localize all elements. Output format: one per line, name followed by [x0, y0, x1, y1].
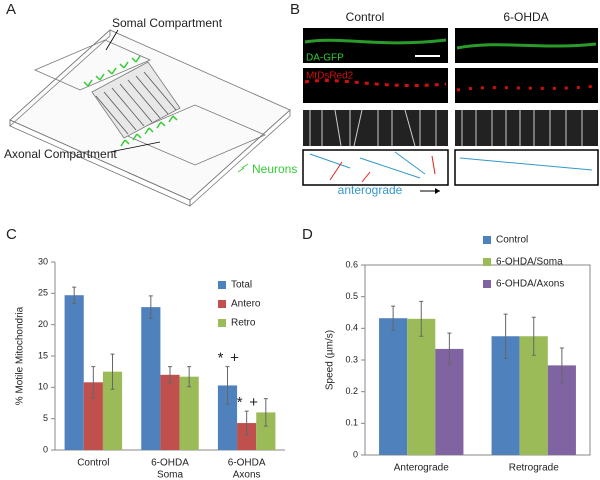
error-bar	[72, 286, 77, 304]
y-tick-label: 10	[38, 382, 48, 392]
legend-swatch	[483, 280, 491, 288]
panel-label: A	[6, 1, 16, 18]
axonal-label: Axonal Compartment	[4, 147, 117, 161]
bar	[519, 336, 548, 455]
y-tick-label: 25	[38, 288, 48, 298]
legend-swatch	[483, 258, 491, 266]
bar	[83, 382, 103, 450]
y-axis-label: % Motile Mitochondria	[15, 306, 26, 405]
error-bar	[91, 366, 96, 399]
bar	[435, 348, 464, 455]
bar	[141, 307, 161, 450]
x-tick-label: 6-OHDA	[228, 458, 266, 469]
error-bar	[168, 366, 172, 384]
y-tick-label: 0	[353, 449, 358, 459]
device-drawing	[9, 29, 291, 207]
x-tick-label: Anterograde	[394, 463, 449, 474]
bar	[64, 295, 84, 450]
bar	[217, 385, 238, 450]
y-axis-label: Speed (µm/s)	[325, 330, 336, 390]
y-tick-label: 5	[43, 413, 48, 423]
y-tick-label: 0.3	[345, 354, 358, 364]
stain-label: DA-GFP	[306, 53, 344, 64]
legend-swatch	[218, 300, 226, 308]
direction-label: anterograde	[338, 183, 403, 197]
significance-mark: +	[230, 350, 239, 367]
legend-label: Retro	[231, 318, 256, 329]
error-bar	[447, 332, 452, 366]
y-tick-label: 0	[43, 444, 48, 454]
significance-mark: *	[237, 394, 243, 411]
column-title: Control	[346, 10, 385, 24]
legend-swatch	[483, 236, 491, 244]
legend-label: 6-OHDA/Axons	[496, 279, 564, 290]
legend-swatch	[218, 319, 226, 327]
legend-label: 6-OHDA/Soma	[496, 257, 563, 268]
x-tick-label: Axons	[233, 470, 261, 480]
bar	[256, 412, 276, 450]
error-bar	[391, 305, 396, 331]
y-tick-label: 15	[38, 350, 48, 360]
panel-label: C	[6, 226, 17, 243]
error-bar	[531, 316, 536, 356]
error-bar	[503, 313, 508, 359]
x-tick-label: Retrograde	[509, 463, 559, 474]
legend-label: Control	[496, 235, 528, 246]
panel-label: B	[290, 1, 300, 18]
x-tick-label: Control	[77, 458, 109, 469]
bar	[407, 318, 436, 455]
column-title: 6-OHDA	[503, 10, 548, 24]
legend-swatch	[218, 281, 226, 289]
x-tick-label: Soma	[157, 470, 184, 480]
micrographs	[302, 28, 599, 194]
bar	[379, 318, 408, 455]
y-tick-label: 0.2	[345, 386, 358, 396]
error-bar	[110, 353, 115, 390]
y-tick-label: 30	[38, 256, 48, 266]
error-bar	[263, 398, 268, 427]
y-tick-label: 0.4	[345, 323, 358, 333]
y-tick-label: 0.1	[345, 418, 358, 428]
somal-label: Somal Compartment	[112, 16, 223, 30]
legend-label: Total	[231, 280, 252, 291]
error-bar	[419, 300, 424, 337]
y-tick-label: 0.6	[345, 259, 358, 269]
error-bar	[187, 366, 192, 388]
error-bar	[225, 366, 230, 405]
legend-label: Antero	[231, 299, 261, 310]
panel-label: D	[302, 226, 313, 243]
y-tick-label: 0.5	[345, 291, 358, 301]
bar	[102, 371, 123, 450]
bar	[179, 376, 199, 450]
error-bar	[148, 295, 153, 319]
bar	[160, 374, 180, 450]
bar	[237, 423, 257, 450]
significance-mark: +	[249, 394, 258, 411]
stain-label: MtDsRed2	[306, 71, 354, 82]
error-bar	[244, 410, 249, 436]
x-tick-label: 6-OHDA	[151, 458, 189, 469]
neurons-label: Neurons	[252, 162, 297, 176]
significance-mark: *	[218, 350, 224, 367]
error-bar	[559, 347, 564, 384]
y-tick-label: 20	[38, 319, 48, 329]
